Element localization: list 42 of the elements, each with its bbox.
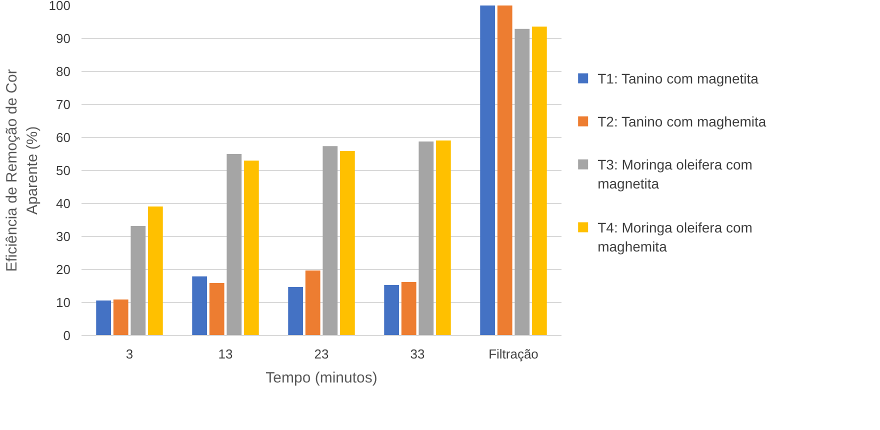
- bar: [532, 26, 547, 336]
- bar: [514, 28, 530, 336]
- bar: [96, 300, 112, 336]
- bar: [305, 270, 320, 336]
- bar: [244, 160, 259, 336]
- bar: [418, 141, 434, 336]
- legend-label: T2: Tanino com maghemita: [598, 113, 766, 130]
- y-tick-label: 0: [63, 328, 71, 343]
- bar: [130, 226, 146, 336]
- bar: [226, 154, 242, 336]
- legend-label: T4: Moringa oleifera com maghemita: [598, 219, 752, 254]
- bar: [340, 151, 355, 336]
- bar: [192, 276, 208, 336]
- y-tick-label: 30: [56, 229, 71, 244]
- y-tick-label: 100: [48, 0, 71, 13]
- legend-label: T1: Tanino com magnetita: [598, 70, 759, 86]
- y-tick-label: 40: [56, 196, 71, 211]
- x-axis-title: Tempo (minutos): [266, 370, 378, 386]
- y-tick-label: 80: [56, 64, 71, 79]
- bar: [480, 6, 496, 336]
- y-tick-label: 50: [56, 163, 71, 178]
- bar: [113, 300, 128, 336]
- x-tick-label: Filtração: [488, 346, 538, 362]
- y-tick-label: 90: [56, 31, 71, 46]
- legend-label: T3: Moringa oleifera com magnetita: [598, 156, 752, 192]
- bar: [288, 286, 304, 336]
- x-tick-label: 3: [126, 346, 134, 362]
- x-tick-label: 33: [410, 346, 425, 362]
- bar: [497, 6, 512, 336]
- y-tick-label: 20: [56, 262, 71, 277]
- y-axis-title: Eficiência de Remoção de Cor Aparente (%): [3, 69, 41, 272]
- bar: [148, 206, 163, 336]
- y-tick-label: 60: [56, 130, 71, 145]
- x-tick-label: 23: [314, 346, 329, 362]
- bar: [401, 282, 416, 336]
- bar: [436, 140, 451, 336]
- y-tick-label: 70: [56, 97, 71, 112]
- bar: [209, 283, 224, 336]
- y-tick-label: 10: [56, 295, 71, 310]
- bar: [322, 146, 338, 336]
- x-tick-label: 13: [218, 346, 233, 362]
- bar: [384, 285, 400, 336]
